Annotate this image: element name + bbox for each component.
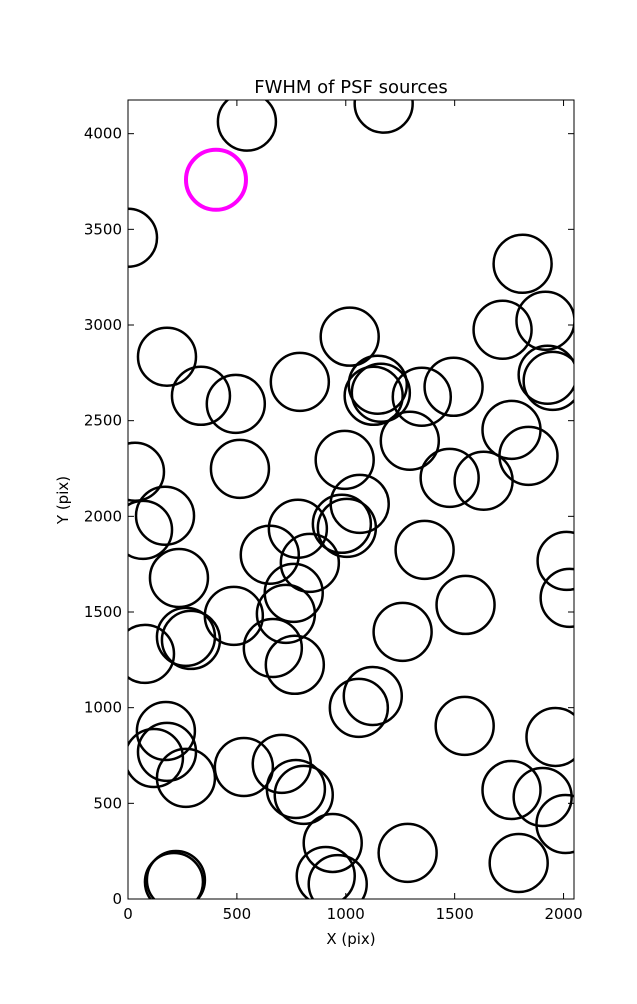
y-tick-label: 2500	[84, 412, 122, 430]
source-marker	[128, 727, 185, 789]
x-tick-label: 1500	[436, 905, 474, 923]
source-marker	[205, 373, 267, 435]
source-marker	[435, 574, 496, 636]
source-marker	[512, 766, 573, 828]
source-marker	[264, 634, 326, 696]
y-tick-label: 4000	[84, 125, 122, 143]
source-marker	[269, 351, 331, 413]
chart-title: FWHM of PSF sources	[254, 77, 448, 98]
source-marker	[148, 547, 210, 609]
source-marker	[273, 764, 334, 826]
source-marker	[342, 665, 404, 727]
source-marker	[481, 759, 542, 821]
y-tick-label: 3000	[84, 316, 122, 334]
source-marker	[160, 609, 222, 671]
source-marker	[525, 706, 574, 768]
y-tick-label: 3500	[84, 220, 122, 238]
source-marker	[213, 736, 275, 798]
source-marker	[170, 365, 232, 427]
source-marker	[319, 306, 380, 367]
y-tick-label: 2000	[84, 507, 122, 525]
y-tick-label: 1000	[84, 699, 122, 717]
source-marker	[353, 100, 414, 134]
source-marker	[377, 822, 438, 884]
x-tick-label: 0	[123, 905, 133, 923]
y-tick-label: 1500	[84, 603, 122, 621]
x-tick-label: 2000	[544, 905, 582, 923]
source-marker	[242, 617, 304, 679]
source-marker	[265, 758, 327, 820]
source-marker	[488, 832, 549, 894]
source-marker	[307, 853, 368, 899]
source-marker	[145, 849, 207, 899]
source-marker	[136, 326, 198, 388]
source-marker	[135, 700, 197, 762]
source-marker	[128, 623, 176, 685]
source-marker	[517, 344, 574, 405]
y-axis-label: Y (pix)	[54, 476, 72, 525]
source-marker	[423, 356, 484, 418]
source-marker	[419, 447, 480, 509]
source-marker	[379, 410, 441, 472]
axes-frame	[127, 99, 575, 900]
source-marker	[209, 438, 271, 500]
plot-area	[128, 100, 574, 899]
source-marker	[314, 429, 375, 491]
source-marker	[539, 567, 574, 629]
y-tick-label: 500	[93, 794, 122, 812]
source-marker	[453, 450, 514, 511]
source-marker	[128, 207, 159, 268]
source-marker	[295, 845, 356, 899]
source-marker	[515, 290, 574, 352]
source-marker	[311, 493, 373, 555]
source-marker	[302, 812, 363, 874]
source-marker	[391, 366, 453, 428]
x-tick-label: 500	[223, 905, 252, 923]
source-marker	[350, 362, 412, 423]
source-marker	[372, 601, 433, 663]
source-marker	[279, 532, 341, 594]
source-marker	[472, 299, 533, 361]
source-marker	[328, 677, 390, 739]
source-marker	[536, 530, 574, 592]
source-marker	[155, 747, 217, 809]
source-marker	[183, 147, 248, 212]
source-marker	[492, 233, 553, 295]
source-marker	[347, 354, 409, 415]
source-marker	[343, 365, 404, 427]
source-marker	[522, 350, 574, 412]
source-marker	[239, 524, 301, 586]
source-marker	[128, 441, 166, 502]
y-tick-label: 0	[112, 890, 122, 908]
source-marker	[255, 583, 317, 645]
x-axis-label: X (pix)	[326, 930, 375, 948]
source-marker	[316, 497, 378, 559]
source-marker	[394, 519, 455, 581]
source-marker	[216, 100, 278, 152]
source-marker	[128, 499, 174, 561]
source-marker	[155, 606, 217, 668]
source-marker	[434, 695, 495, 757]
source-marker	[143, 851, 205, 899]
source-marker	[134, 485, 196, 547]
source-marker	[535, 793, 574, 855]
x-tick-label: 1000	[327, 905, 365, 923]
